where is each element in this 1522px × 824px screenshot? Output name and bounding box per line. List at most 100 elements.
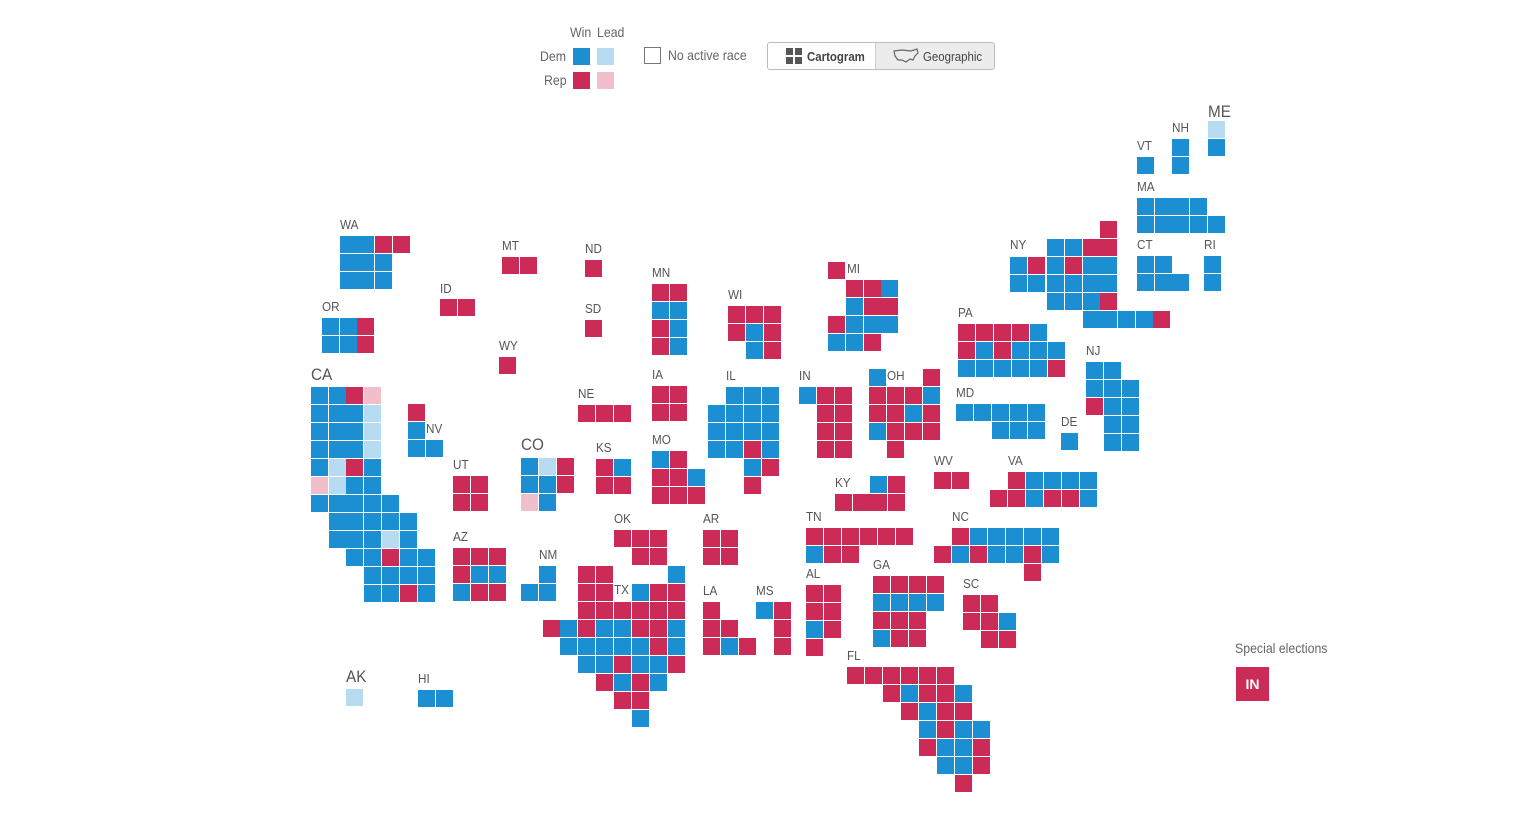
district-pa-4[interactable] [1012,324,1029,341]
district-ia-4[interactable] [670,404,687,421]
district-la-2[interactable] [703,620,720,637]
district-pa-1[interactable] [958,324,975,341]
district-mi-5[interactable] [881,298,898,315]
district-al-3[interactable] [806,603,823,620]
district-ga-6[interactable] [891,594,908,611]
district-il-5[interactable] [726,405,743,422]
district-tx-33[interactable] [614,674,631,691]
district-ga-2[interactable] [891,576,908,593]
district-mn-2[interactable] [670,284,687,301]
district-fl-11[interactable] [955,685,972,702]
district-wv-1[interactable] [934,472,951,489]
district-nj-7[interactable] [1104,398,1121,415]
district-ia-3[interactable] [652,404,669,421]
district-az-2[interactable] [471,548,488,565]
district-wa-3[interactable] [375,236,392,253]
district-ca-8[interactable] [364,405,381,422]
district-pa-16[interactable] [1030,360,1047,377]
district-ny-14[interactable] [1047,275,1064,292]
district-il-14[interactable] [744,441,761,458]
district-co-5[interactable] [539,476,556,493]
district-tx-29[interactable] [632,656,649,673]
district-ok-5[interactable] [650,548,667,565]
district-fl-2[interactable] [865,667,882,684]
district-nc-8[interactable] [952,546,969,563]
district-nd-1[interactable] [585,260,602,277]
district-or-4[interactable] [322,336,339,353]
district-ca-47[interactable] [400,567,417,584]
district-tx-25[interactable] [668,638,685,655]
district-ny-3[interactable] [1065,239,1082,256]
district-va-7[interactable] [1026,490,1043,507]
district-az-8[interactable] [471,584,488,601]
district-tn-4[interactable] [860,528,877,545]
district-tx-17[interactable] [650,620,667,637]
district-ri-2[interactable] [1204,274,1221,291]
district-la-3[interactable] [721,620,738,637]
district-az-6[interactable] [489,566,506,583]
district-sc-2[interactable] [981,595,998,612]
district-mi-9[interactable] [881,316,898,333]
district-mo-4[interactable] [670,469,687,486]
district-hi-1[interactable] [418,690,435,707]
district-tx-11[interactable] [543,620,560,637]
district-ms-4[interactable] [774,638,791,655]
district-tn-7[interactable] [806,546,823,563]
district-tx-4[interactable] [596,584,613,601]
district-tx-8[interactable] [632,602,649,619]
district-il-15[interactable] [762,441,779,458]
district-in-5[interactable] [835,405,852,422]
district-mi-1[interactable] [828,262,845,279]
district-pa-3[interactable] [994,324,1011,341]
district-fl-19[interactable] [973,721,990,738]
district-la-6[interactable] [739,638,756,655]
district-az-1[interactable] [453,548,470,565]
district-ca-38[interactable] [382,531,399,548]
district-ca-5[interactable] [311,405,328,422]
district-ny-13[interactable] [1028,275,1045,292]
district-oh-13[interactable] [905,423,922,440]
district-ar-2[interactable] [721,530,738,547]
district-sc-5[interactable] [999,613,1016,630]
district-ks-2[interactable] [614,459,631,476]
district-ga-8[interactable] [927,594,944,611]
district-il-18[interactable] [744,477,761,494]
district-pa-5[interactable] [1030,324,1047,341]
district-md-3[interactable] [992,404,1009,421]
district-fl-17[interactable] [937,721,954,738]
district-me-2[interactable] [1208,139,1225,156]
district-ma-4[interactable] [1190,198,1207,215]
district-tx-31[interactable] [668,656,685,673]
district-ny-4[interactable] [1083,239,1100,256]
district-il-11[interactable] [762,423,779,440]
district-il-12[interactable] [708,441,725,458]
district-nc-6[interactable] [1042,528,1059,545]
district-ca-3[interactable] [346,387,363,404]
district-nj-10[interactable] [1122,416,1139,433]
district-co-6[interactable] [557,476,574,493]
district-il-16[interactable] [744,459,761,476]
district-ny-7[interactable] [1028,257,1045,274]
district-ca-15[interactable] [346,441,363,458]
district-de-1[interactable] [1061,433,1078,450]
district-nc-9[interactable] [970,546,987,563]
district-ca-2[interactable] [329,387,346,404]
district-fl-10[interactable] [937,685,954,702]
district-ne-3[interactable] [614,405,631,422]
district-nc-13[interactable] [1042,546,1059,563]
district-ky-5[interactable] [888,476,905,493]
district-pa-11[interactable] [1048,342,1065,359]
district-in-9[interactable] [835,441,852,458]
district-ne-2[interactable] [596,405,613,422]
district-ny-26[interactable] [1153,311,1170,328]
district-ri-1[interactable] [1204,256,1221,273]
district-ct-1[interactable] [1137,256,1154,273]
district-wy-1[interactable] [499,357,516,374]
district-ct-2[interactable] [1155,256,1172,273]
district-ma-9[interactable] [1208,216,1225,233]
district-tx-34[interactable] [632,674,649,691]
district-ms-1[interactable] [756,602,773,619]
district-nc-1[interactable] [952,528,969,545]
district-ok-1[interactable] [614,530,631,547]
district-oh-9[interactable] [905,405,922,422]
